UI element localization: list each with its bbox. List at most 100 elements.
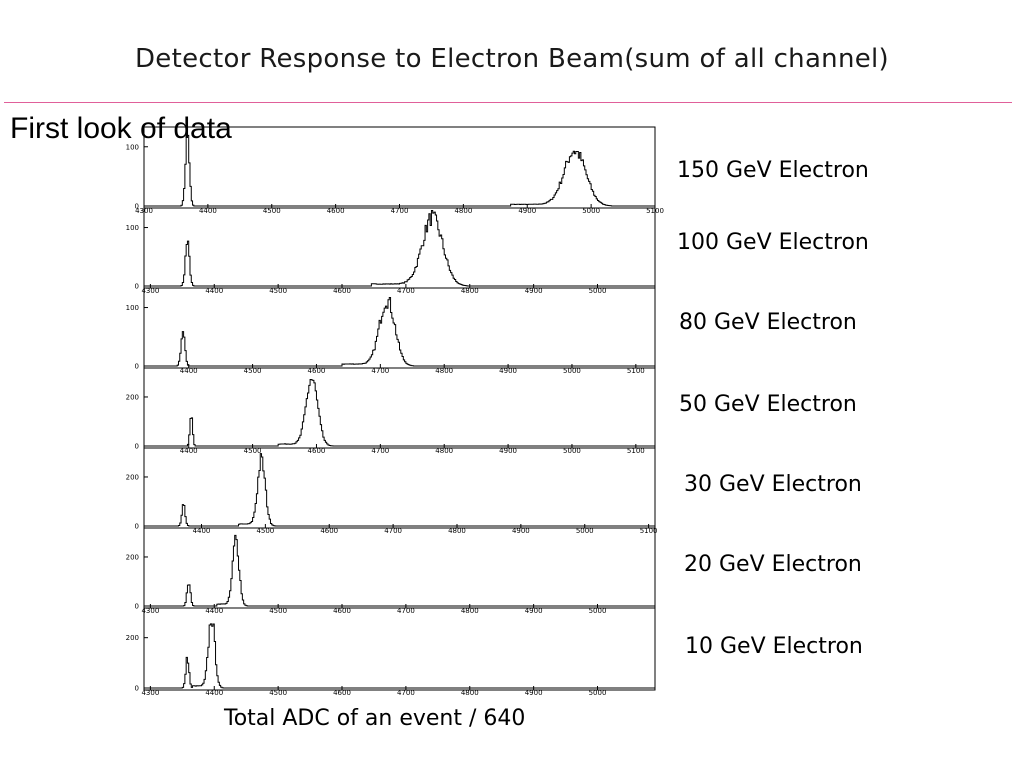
y-tick-label: 200 <box>126 634 139 642</box>
panel-4: 4400 4500 4600 4700 4800 4900 5000 5100 0 200 <box>126 447 658 535</box>
title-divider <box>4 102 1012 103</box>
x-tick-label: 5000 <box>589 607 607 615</box>
x-tick-label: 4500 <box>244 367 262 375</box>
x-tick-label: 4500 <box>269 287 287 295</box>
x-tick-label: 4500 <box>256 527 274 535</box>
panel-1: 4300 4400 4500 4600 4700 4800 4900 5000 0 100 <box>126 207 656 295</box>
energy-label: 50 GeV Electron <box>679 392 857 417</box>
panel-frame <box>143 287 656 369</box>
energy-label: 30 GeV Electron <box>684 472 862 497</box>
x-tick-label: 4400 <box>205 689 223 697</box>
x-tick-label: 4700 <box>397 607 415 615</box>
x-tick-label: 5000 <box>582 207 600 215</box>
panel-frame <box>143 607 656 691</box>
x-tick-label: 4700 <box>371 367 389 375</box>
x-tick-label: 4400 <box>193 527 211 535</box>
x-tick-label: 4500 <box>269 607 287 615</box>
panel-frame <box>143 447 656 529</box>
x-tick-label: 5000 <box>589 689 607 697</box>
x-tick-label: 4600 <box>333 287 351 295</box>
x-tick-label: 4400 <box>180 447 198 455</box>
x-tick-label: 4400 <box>199 207 217 215</box>
y-tick-label: 200 <box>126 393 139 401</box>
histogram-series <box>144 296 655 367</box>
x-tick-label: 4400 <box>180 367 198 375</box>
x-tick-label: 4900 <box>525 607 543 615</box>
x-tick-label: 4500 <box>244 447 262 455</box>
x-tick-label: 4800 <box>461 689 479 697</box>
x-tick-label: 4300 <box>141 689 159 697</box>
y-tick-label: 0 <box>135 203 139 211</box>
x-tick-label: 4700 <box>397 287 415 295</box>
x-tick-label: 4500 <box>269 689 287 697</box>
panel-frame <box>143 207 656 289</box>
x-tick-label: 5100 <box>640 527 658 535</box>
x-axis-caption: Total ADC of an event / 640 <box>224 706 526 731</box>
x-tick-label: 4700 <box>384 527 402 535</box>
x-tick-label: 4400 <box>205 287 223 295</box>
x-tick-label: 4800 <box>461 287 479 295</box>
slide-title: Detector Response to Electron Beam(sum o… <box>134 44 889 74</box>
x-tick-label: 5000 <box>589 287 607 295</box>
x-tick-label: 4600 <box>308 367 326 375</box>
x-tick-label: 4300 <box>141 607 159 615</box>
histogram-series <box>144 623 655 689</box>
energy-label: 10 GeV Electron <box>685 634 863 659</box>
x-tick-label: 4800 <box>448 527 466 535</box>
x-tick-label: 4800 <box>461 607 479 615</box>
y-tick-label: 0 <box>135 283 139 291</box>
x-tick-label: 5000 <box>576 527 594 535</box>
panel-3: 4400 4500 4600 4700 4800 4900 5000 5100 0 200 <box>126 367 656 455</box>
y-tick-label: 0 <box>135 363 139 371</box>
x-tick-label: 4800 <box>454 207 472 215</box>
y-tick-label: 0 <box>135 523 139 531</box>
y-tick-label: 0 <box>135 443 139 451</box>
energy-label: 80 GeV Electron <box>679 310 857 335</box>
x-tick-label: 4600 <box>320 527 338 535</box>
histogram-series <box>144 534 655 607</box>
x-tick-label: 4600 <box>333 689 351 697</box>
y-tick-label: 100 <box>126 304 139 312</box>
panel-frame <box>143 367 656 449</box>
histogram-series <box>144 453 655 527</box>
x-tick-label: 4600 <box>327 207 345 215</box>
x-tick-label: 5000 <box>563 367 581 375</box>
energy-label: 100 GeV Electron <box>677 230 869 255</box>
x-tick-label: 4700 <box>371 447 389 455</box>
x-tick-label: 4900 <box>525 689 543 697</box>
x-tick-label: 4900 <box>499 367 517 375</box>
histogram-series <box>144 210 655 287</box>
x-tick-label: 5100 <box>627 447 645 455</box>
x-tick-label: 4700 <box>391 207 409 215</box>
histogram-series <box>144 131 655 207</box>
x-tick-label: 4800 <box>435 447 453 455</box>
x-tick-label: 5100 <box>627 367 645 375</box>
x-tick-label: 4800 <box>435 367 453 375</box>
x-tick-label: 4600 <box>308 447 326 455</box>
y-tick-label: 0 <box>135 685 139 693</box>
x-tick-label: 4900 <box>512 527 530 535</box>
x-tick-label: 4500 <box>263 207 281 215</box>
x-tick-label: 4700 <box>397 689 415 697</box>
x-tick-label: 4900 <box>518 207 536 215</box>
y-tick-label: 200 <box>126 473 139 481</box>
slide-subtitle: First look of data <box>10 112 232 145</box>
panel-2: 4400 4500 4600 4700 4800 4900 5000 5100 0 100 <box>126 287 656 375</box>
x-tick-label: 5000 <box>563 447 581 455</box>
panel-6: 4300 4400 4500 4600 4700 4800 4900 5000 0 200 <box>126 607 656 697</box>
x-tick-label: 4900 <box>525 287 543 295</box>
y-tick-label: 100 <box>126 224 139 232</box>
panel-frame <box>143 527 656 609</box>
y-tick-label: 100 <box>126 143 139 151</box>
x-tick-label: 4300 <box>141 287 159 295</box>
histogram-series <box>144 378 655 447</box>
y-tick-label: 0 <box>135 603 139 611</box>
x-tick-label: 4400 <box>205 607 223 615</box>
energy-label: 150 GeV Electron <box>677 158 869 183</box>
energy-label: 20 GeV Electron <box>684 552 862 577</box>
x-tick-label: 4900 <box>499 447 517 455</box>
y-tick-label: 200 <box>126 553 139 561</box>
panel-5: 4300 4400 4500 4600 4700 4800 4900 5000 0 200 <box>126 527 656 615</box>
x-tick-label: 4600 <box>333 607 351 615</box>
